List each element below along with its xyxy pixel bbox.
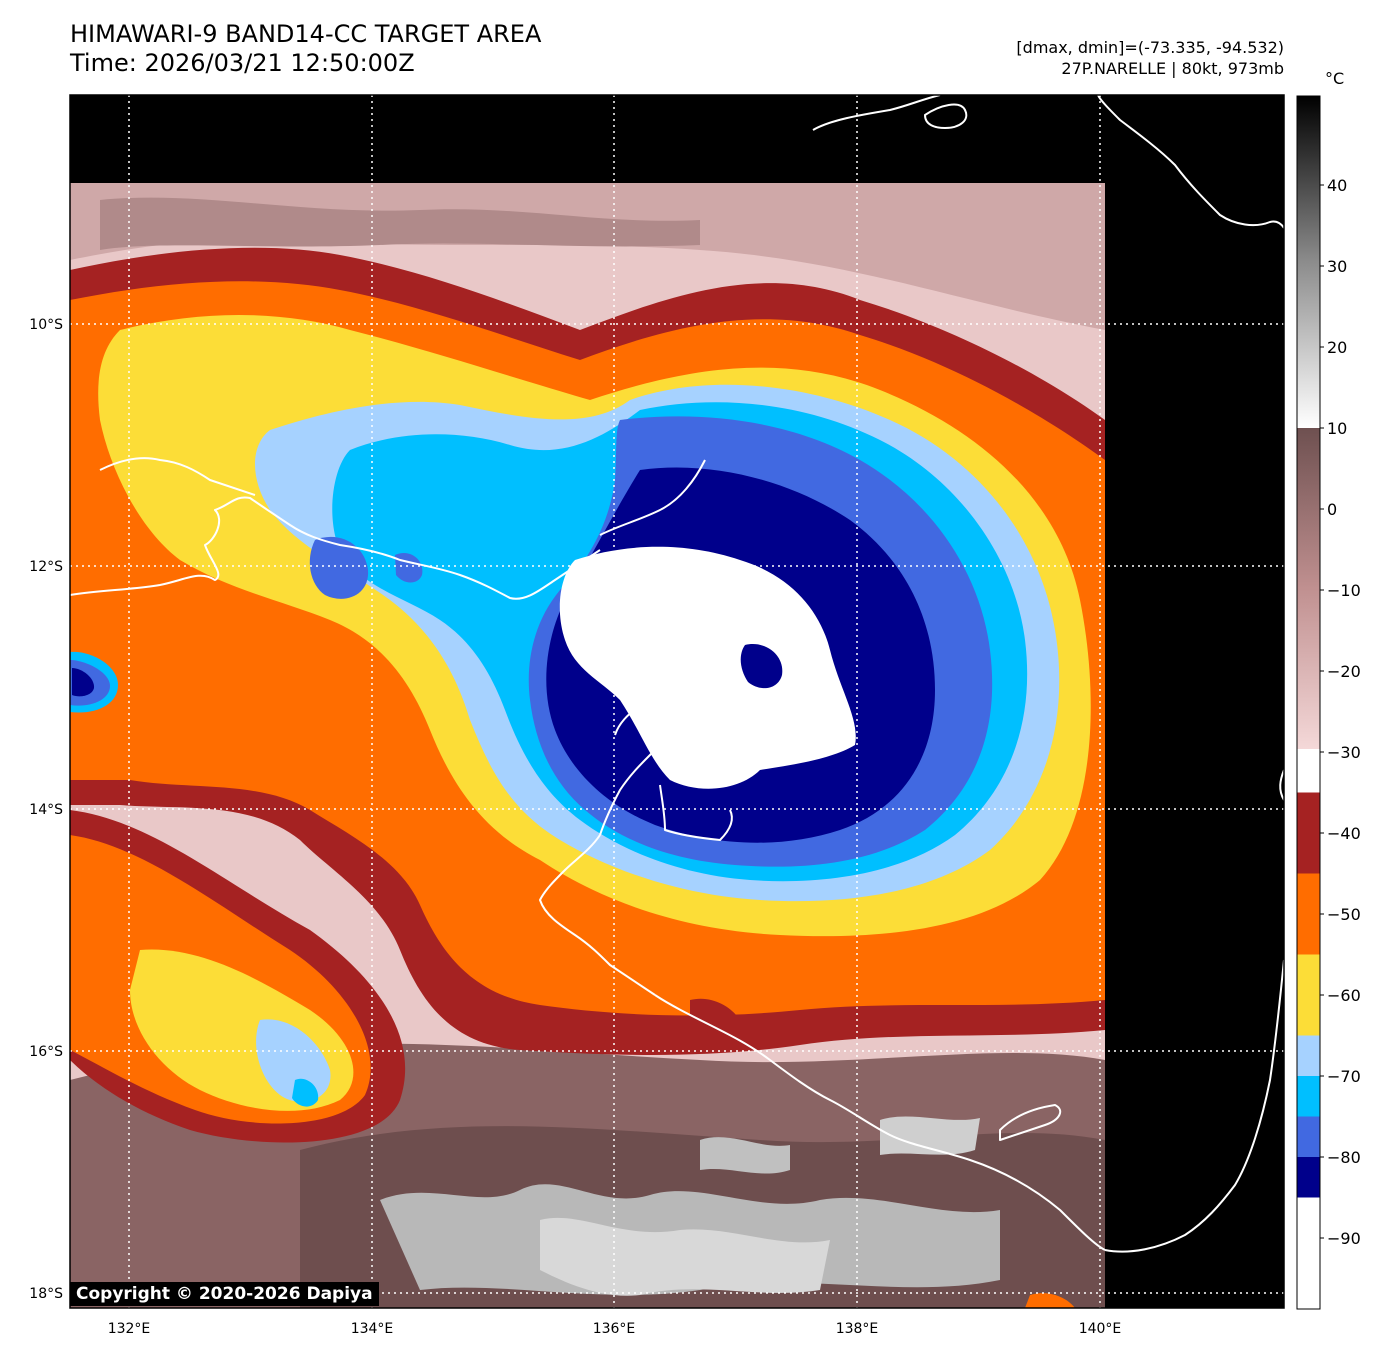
colorbar-tick-label: 30 [1327, 257, 1347, 276]
colorbar-tick-label: −80 [1327, 1148, 1361, 1167]
colorbar-band [1297, 1197, 1320, 1309]
colorbar-band [1297, 1116, 1320, 1157]
lat-tick-label: 12°S [29, 559, 63, 575]
colorbar-tick-label: −30 [1327, 743, 1361, 762]
lon-tick-label: 132°E [108, 1321, 151, 1337]
storm-info: [dmax, dmin]=(-73.335, -94.532) 27P.NARE… [1016, 37, 1284, 79]
colorbar-tick-label: 10 [1327, 419, 1347, 438]
colorbar-tick-label: −90 [1327, 1229, 1361, 1248]
colorbar-tick-label: 0 [1327, 500, 1337, 519]
lat-tick-label: 10°S [29, 317, 63, 333]
colorbar-unit: °C [1325, 69, 1344, 88]
lon-tick-label: 138°E [836, 1321, 879, 1337]
colorbar-band [1297, 873, 1320, 955]
colorbar-tick-label: −10 [1327, 581, 1361, 600]
coldest-tops [559, 546, 856, 789]
map-frame [69, 94, 1285, 1309]
colorbar-band [1297, 1035, 1320, 1076]
gridlines [70, 95, 1284, 1308]
colorbar: °C 40 30 20 10 0 −10 −20 −30 −40 −50 −60 −70 −80 −90 [1296, 69, 1361, 1310]
lat-tick-label: 18°S [29, 1286, 63, 1302]
satellite-image [70, 183, 1105, 1308]
range-line: [dmax, dmin]=(-73.335, -94.532) [1016, 38, 1284, 57]
storm-line: 27P.NARELLE | 80kt, 973mb [1061, 59, 1284, 78]
colorbar-band [1297, 1076, 1320, 1117]
colorbar-band [1297, 954, 1320, 1036]
colorbar-band [1297, 1157, 1320, 1198]
colorbar-tick-label: −40 [1327, 824, 1361, 843]
colorbar-band [1297, 792, 1320, 874]
title-line: HIMAWARI-9 BAND14-CC TARGET AREA [70, 20, 542, 48]
colorbar-tick-label: −60 [1327, 986, 1361, 1005]
lat-tick-label: 14°S [29, 802, 63, 818]
colorbar-tick-label: 20 [1327, 338, 1347, 357]
lon-tick-label: 136°E [593, 1321, 636, 1337]
colorbar-tick-label: −50 [1327, 905, 1361, 924]
colorbar-tick-label: −20 [1327, 662, 1361, 681]
colorbar-tick-label: 40 [1327, 176, 1347, 195]
lat-tick-labels: 10°S 12°S 14°S 16°S 18°S [29, 317, 63, 1302]
coastlines [69, 94, 1285, 1253]
figure-title: HIMAWARI-9 BAND14-CC TARGET AREA Time: 2… [70, 20, 541, 78]
copyright-badge: Copyright © 2020-2026 Dapiya [70, 1282, 379, 1306]
time-line: Time: 2026/03/21 12:50:00Z [70, 49, 415, 77]
lon-tick-label: 140°E [1079, 1321, 1122, 1337]
lon-tick-label: 134°E [351, 1321, 394, 1337]
colorbar-frame [1296, 95, 1321, 1310]
lon-tick-labels: 132°E 134°E 136°E 138°E 140°E [108, 1321, 1122, 1337]
lat-tick-label: 16°S [29, 1044, 63, 1060]
colorbar-tick-label: −70 [1327, 1067, 1361, 1086]
